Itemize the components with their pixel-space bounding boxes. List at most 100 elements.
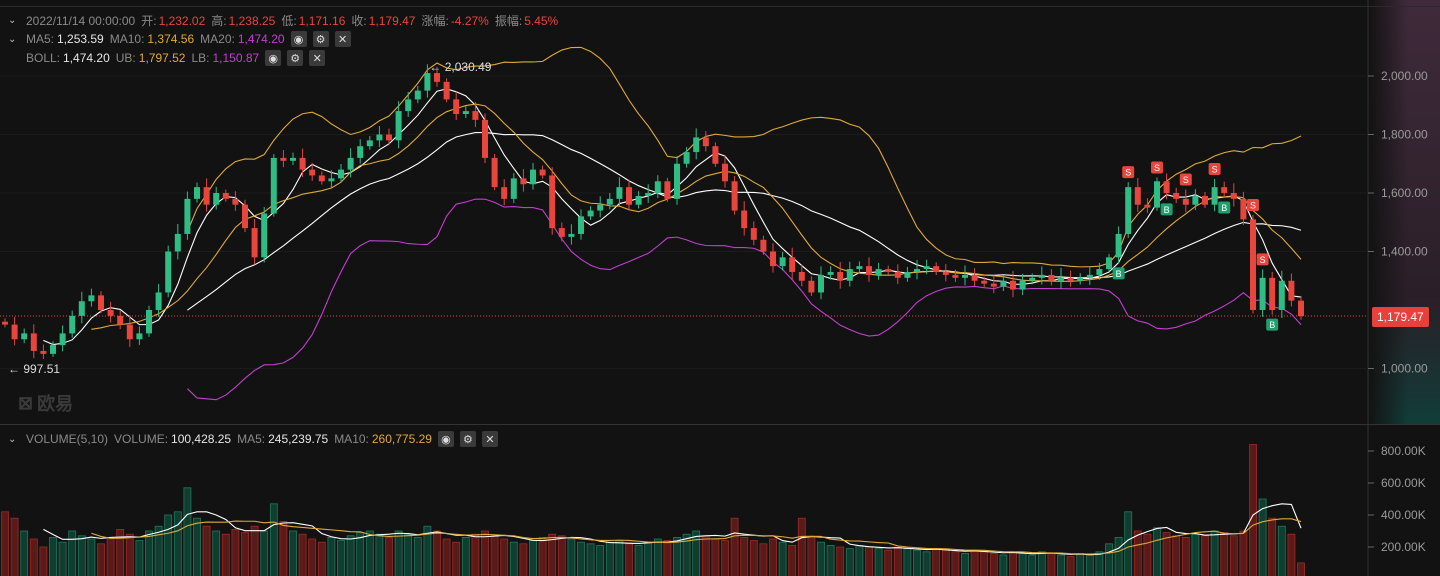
candle-body [280,157,287,161]
volume-bar [423,525,432,576]
volume-bar [673,537,681,576]
candle-body [1038,274,1045,278]
volume-bar [1009,551,1017,576]
candle-body [846,269,853,281]
volume-bar [807,537,816,576]
volume-bar [221,533,230,576]
volume-bar [797,517,806,576]
gear-icon[interactable]: ⚙ [312,31,329,47]
volume-bar [212,530,221,576]
volume-bar [154,525,163,576]
volume-bar [1124,511,1133,576]
candle-body [146,310,152,334]
volume-bar [538,537,547,576]
ma20-value: 1,474.20 [237,32,285,46]
eye-icon[interactable]: ◉ [265,50,282,66]
volume-bar [519,543,528,576]
volume-bar [29,538,38,576]
volume-tick-label: 400.00K [1381,508,1426,522]
volume-bar [845,548,854,576]
candle-body [760,239,767,252]
volume-bar [1181,537,1190,576]
buy-marker [1218,201,1231,214]
volume-bar [749,540,758,576]
close-icon[interactable]: ✕ [481,431,498,447]
gear-icon[interactable]: ⚙ [459,431,476,447]
candle-body [434,73,440,82]
candle-body [1048,274,1055,281]
candle-body [808,280,815,293]
volume-bar [442,538,451,576]
candle-body [635,195,642,205]
volume-bar [903,548,912,576]
volume-tick-label: 800.00K [1381,444,1426,458]
candle-body [683,152,690,164]
volume-bar [1066,556,1075,576]
candle-date: 2022/11/14 00:00:00 [26,13,136,28]
marker-label: S [1183,175,1189,185]
volume-bar [913,549,921,576]
volume-bar [1028,554,1037,576]
candle-body [933,266,940,272]
volume-bar [317,541,326,576]
candle-body [242,204,248,229]
boll-legend: BOLL: 1,474.20 UB: 1,797.52 LB: 1,150.87 ◉ ⚙… [26,50,326,66]
close-icon[interactable]: ✕ [309,50,326,66]
candle-body [990,283,997,287]
chevron-down-icon[interactable]: ⌄ [8,433,17,445]
volume-bar [548,533,557,576]
candle-body [1125,187,1132,234]
candle-body [414,90,421,100]
volume-bar [1047,553,1056,576]
volume-bar [932,548,941,576]
marker-label: B [1221,203,1227,213]
volume-bar [375,533,384,576]
candle-body [1163,181,1170,193]
volume-bar [1277,525,1286,576]
open-value: 1,232.02 [158,13,206,28]
candle-body [1278,280,1285,310]
candle-body [731,181,738,211]
volume-bar [692,530,701,576]
candle-body [184,198,191,234]
gear-icon[interactable]: ⚙ [287,50,304,66]
candle-body [904,271,911,278]
volume-bar [10,517,19,576]
chevron-down-icon[interactable]: ⌄ [8,15,17,26]
volume-bar [250,525,259,576]
volume-bar [625,543,633,576]
candle-body [837,271,844,281]
candle-body [107,310,114,316]
candle-body [962,274,968,278]
volume-value: 100,428.25 [171,432,232,446]
volume-bar [490,535,499,576]
candle-body [386,134,392,141]
candle-body [1173,193,1180,199]
candle-body [261,213,268,258]
eye-icon[interactable]: ◉ [290,31,307,47]
volume-bar [20,530,29,576]
volume-bar [730,517,739,576]
candle-body [78,301,85,316]
volume-bar [58,541,67,576]
candle-body [702,137,709,147]
candle-body [30,333,37,351]
candle-body [501,187,508,199]
volume-bar [941,549,950,576]
candle-body [1000,280,1007,287]
candle-body [558,228,565,237]
volume-bar [135,540,144,576]
volume-bar [87,538,96,576]
current-price-tag: 1,179.47 [1372,307,1429,327]
sell-marker [1122,166,1135,179]
volume-bar [682,533,691,576]
eye-icon[interactable]: ◉ [437,431,454,447]
chevron-down-icon[interactable]: ⌄ [8,33,17,45]
close-icon[interactable]: ✕ [334,31,351,47]
candle-body [338,169,344,179]
volume-bar [874,548,883,576]
candle-body [1106,257,1112,270]
volume-bar [759,543,768,576]
marker-label: B [1164,205,1170,215]
